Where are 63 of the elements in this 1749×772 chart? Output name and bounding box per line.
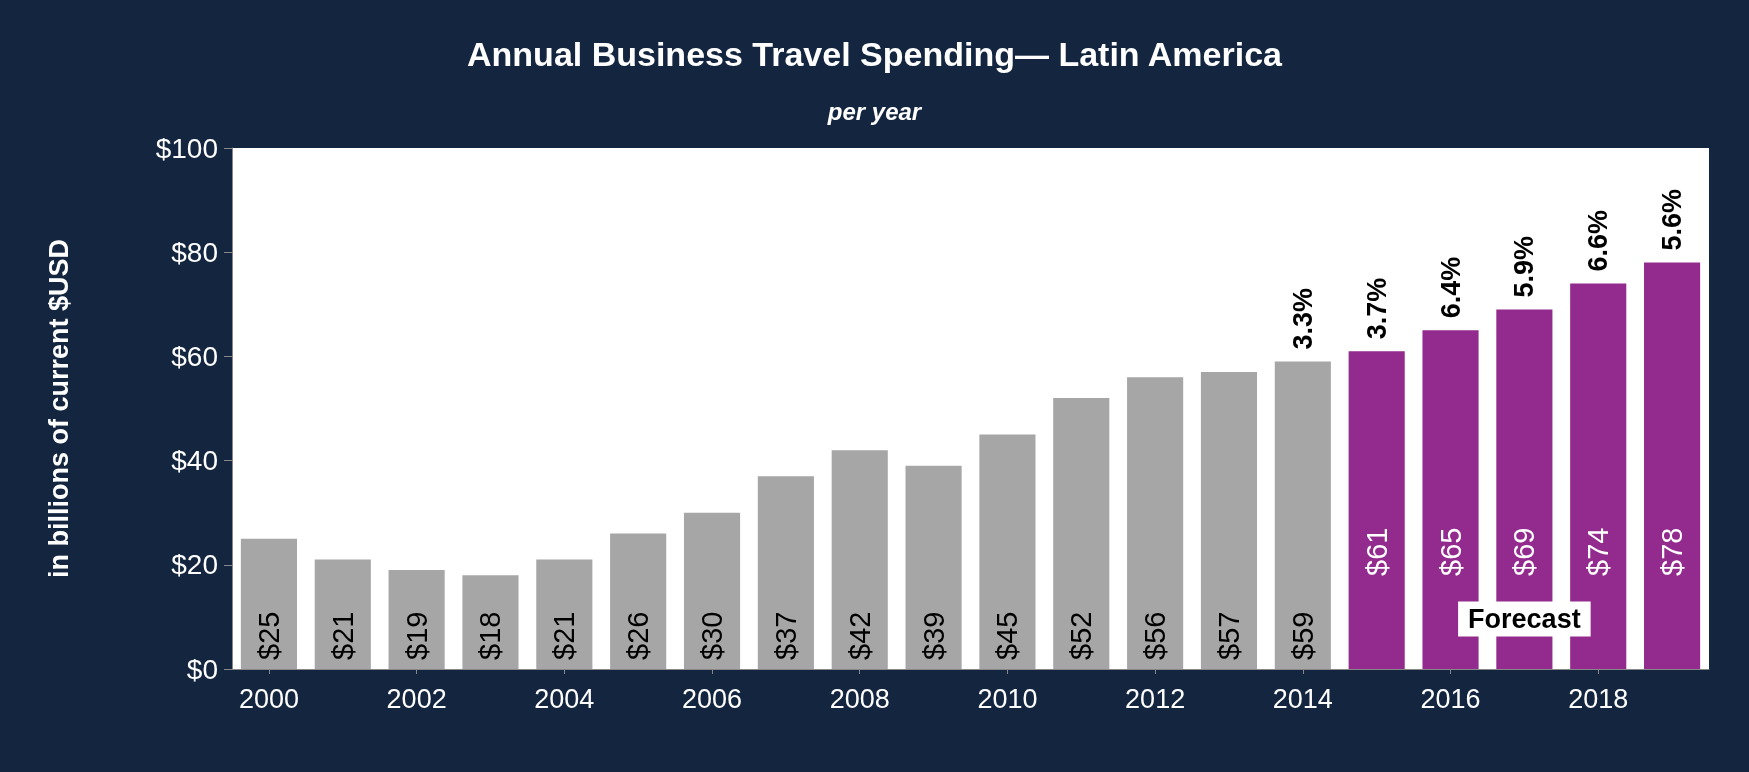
y-tick-label: $80: [171, 236, 218, 268]
data-label: $18: [474, 611, 507, 660]
x-tick-label: 2018: [1568, 683, 1629, 714]
data-label: $57: [1212, 611, 1245, 660]
bar: [536, 559, 593, 669]
bar: [1274, 361, 1331, 669]
bar: [1127, 377, 1184, 669]
bar: [1348, 351, 1405, 669]
annotation: 3.7%: [1361, 277, 1392, 340]
x-tick-label: 2016: [1420, 683, 1481, 714]
annotation: 5.6%: [1657, 189, 1688, 251]
bar: [757, 476, 814, 669]
bar: [979, 434, 1036, 669]
data-label: $25: [252, 611, 285, 660]
x-tick-label: 2012: [1125, 683, 1186, 714]
x-tick-label: 2002: [386, 683, 447, 714]
y-tick-label: $40: [171, 445, 218, 477]
data-label: $21: [326, 611, 359, 660]
data-label: $42: [843, 611, 876, 660]
data-label: $19: [400, 611, 433, 660]
bar: [1200, 372, 1258, 669]
x-tick-label: 2004: [534, 683, 595, 714]
bar: [388, 570, 445, 669]
x-tick-label: 2000: [238, 683, 299, 714]
data-label: $69: [1508, 527, 1541, 576]
y-tick-label: $100: [155, 132, 218, 164]
chart-title: Annual Business Travel Spending— Latin America: [467, 35, 1284, 73]
data-label: $37: [769, 611, 802, 660]
annotation: 5.9%: [1509, 235, 1540, 298]
y-tick-label: $60: [171, 340, 218, 372]
data-label: $78: [1656, 527, 1689, 576]
y-tick-label: $20: [171, 549, 218, 581]
bar: [610, 533, 667, 669]
bar: [683, 512, 741, 669]
data-label: $30: [696, 611, 729, 660]
y-axis-title: in billions of current $USD: [43, 238, 74, 579]
annotation: 3.3%: [1287, 288, 1318, 350]
bar: [1053, 398, 1110, 669]
data-label: $52: [1065, 611, 1098, 660]
bar: [462, 575, 519, 669]
data-label: $59: [1286, 611, 1319, 660]
data-label: $21: [548, 611, 581, 660]
x-tick-label: 2006: [681, 683, 743, 714]
data-label: $74: [1582, 527, 1615, 576]
data-label: $61: [1360, 527, 1393, 576]
data-label: $45: [991, 611, 1024, 660]
data-label: $56: [1139, 611, 1172, 660]
chart-subtitle: per year: [826, 97, 923, 125]
bar: [905, 465, 962, 669]
data-label: $26: [622, 611, 655, 660]
annotation: Forecast: [1468, 604, 1581, 634]
bar: [1644, 262, 1701, 669]
x-tick-label: 2008: [829, 683, 890, 714]
data-label: $65: [1434, 527, 1467, 576]
bar: [314, 559, 371, 669]
x-tick-label: 2014: [1272, 683, 1333, 714]
data-label: $39: [917, 611, 950, 660]
y-tick-label: $0: [186, 653, 218, 685]
annotation: 6.4%: [1435, 256, 1466, 319]
x-tick-label: 2010: [977, 683, 1038, 714]
bar: [240, 538, 297, 669]
annotation: 6.6%: [1583, 209, 1614, 272]
bar: [831, 450, 888, 669]
